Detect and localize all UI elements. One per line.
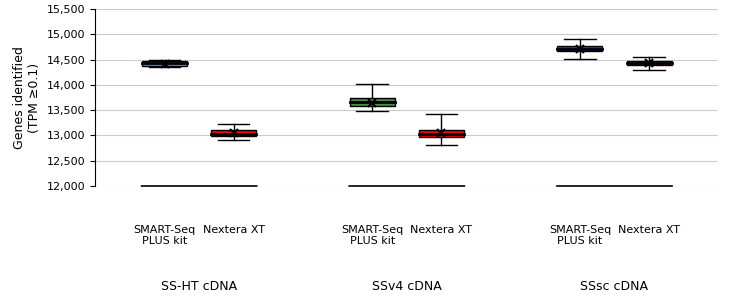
Text: SSsc cDNA: SSsc cDNA — [581, 280, 649, 293]
Text: SSv4 cDNA: SSv4 cDNA — [372, 280, 442, 293]
Text: SMART-Seq
PLUS kit: SMART-Seq PLUS kit — [133, 225, 196, 247]
Bar — [211, 130, 257, 136]
Y-axis label: Genes identified
(TPM ≥0.1): Genes identified (TPM ≥0.1) — [13, 46, 41, 149]
Bar — [350, 98, 394, 106]
Bar — [142, 61, 187, 66]
Text: SMART-Seq
PLUS kit: SMART-Seq PLUS kit — [341, 225, 403, 247]
Text: Nextera XT: Nextera XT — [618, 225, 680, 235]
Bar — [557, 46, 603, 52]
Text: Nextera XT: Nextera XT — [410, 225, 473, 235]
Bar — [627, 61, 671, 65]
Text: SMART-Seq
PLUS kit: SMART-Seq PLUS kit — [549, 225, 611, 247]
Text: Nextera XT: Nextera XT — [203, 225, 265, 235]
Bar — [419, 130, 464, 137]
Text: SS-HT cDNA: SS-HT cDNA — [161, 280, 237, 293]
